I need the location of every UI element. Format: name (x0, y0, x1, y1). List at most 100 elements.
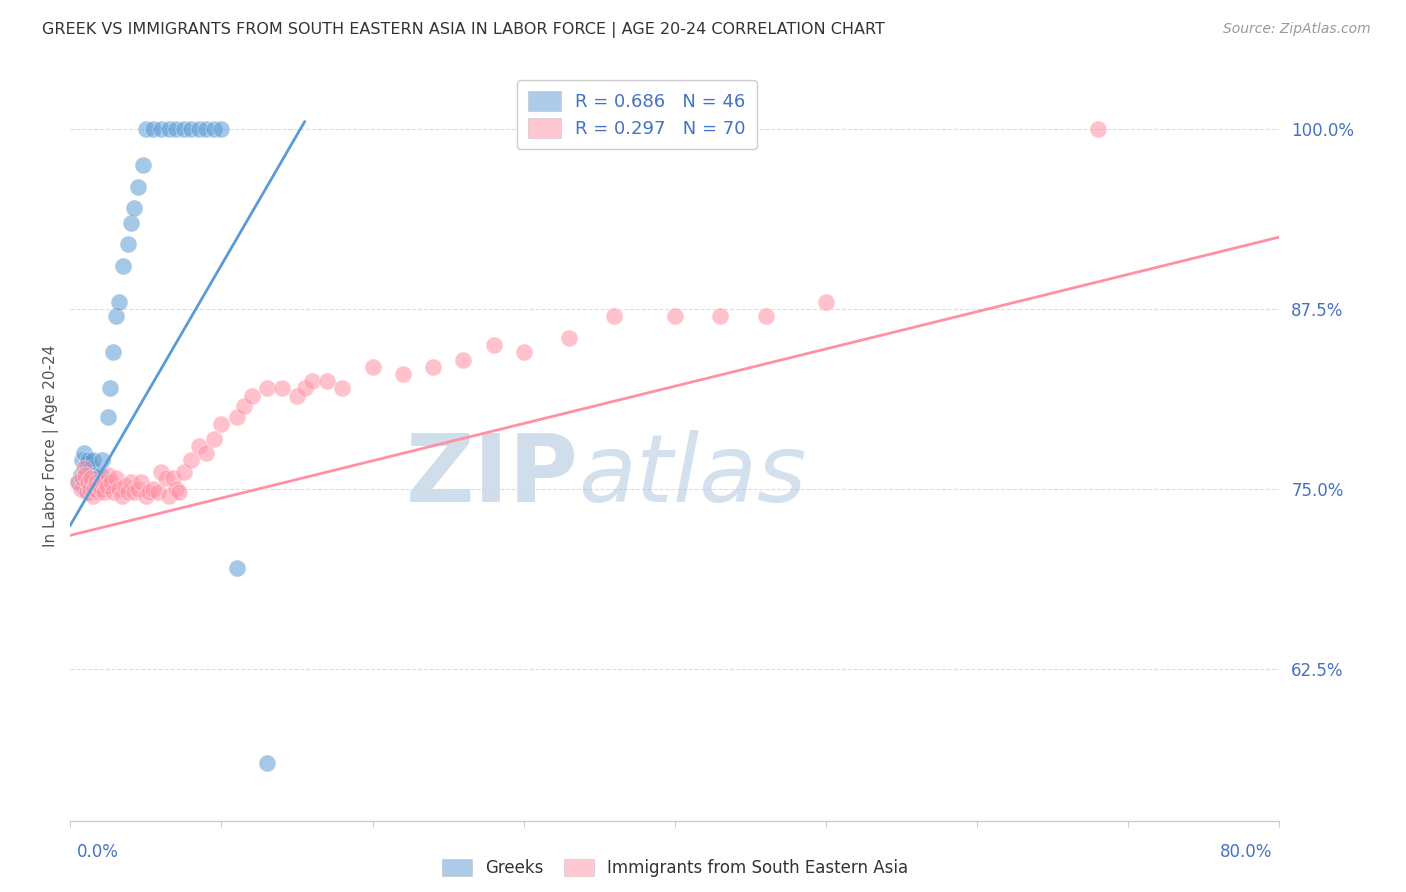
Point (66, 475, 89, 489)
Point (104, 310, 127, 324)
Point (70, 467, 93, 482)
Point (187, 439, 209, 453)
Point (709, 310, 731, 324)
Point (112, 259, 135, 273)
Point (75, 471, 97, 485)
Point (91, 475, 114, 489)
Point (127, 179, 149, 194)
Point (135, 122, 157, 136)
Point (301, 374, 323, 388)
Point (453, 352, 475, 367)
Point (122, 485, 145, 500)
Point (96, 479, 118, 493)
Point (513, 345, 536, 359)
Point (135, 490, 157, 504)
Point (94, 475, 117, 489)
Point (664, 310, 686, 324)
Point (107, 482, 129, 496)
Point (111, 490, 134, 504)
Point (391, 367, 415, 381)
Point (240, 388, 263, 402)
Point (173, 465, 195, 479)
Point (91, 453, 114, 467)
Point (256, 381, 278, 395)
Point (157, 122, 180, 136)
Point (86, 471, 108, 485)
Point (72, 453, 94, 467)
Point (76, 465, 98, 479)
Point (120, 216, 142, 230)
Point (80, 475, 103, 489)
Point (66, 475, 89, 489)
Point (180, 122, 202, 136)
Point (70, 482, 93, 496)
Point (83, 467, 105, 482)
Point (195, 446, 218, 460)
Text: atlas: atlas (578, 431, 807, 522)
Point (77, 475, 100, 489)
Point (117, 237, 139, 252)
Point (180, 453, 202, 467)
Text: ZIP: ZIP (405, 430, 578, 522)
Point (100, 475, 122, 489)
Point (146, 485, 169, 500)
Point (173, 122, 195, 136)
Point (131, 475, 153, 489)
Point (76, 456, 98, 470)
Point (107, 294, 129, 309)
Point (211, 417, 233, 432)
Point (162, 471, 184, 485)
Point (77, 453, 100, 467)
Point (558, 331, 581, 345)
Point (815, 294, 838, 309)
Point (256, 756, 278, 770)
Point (225, 410, 247, 425)
Point (195, 122, 218, 136)
Point (150, 465, 172, 479)
Point (80, 471, 103, 485)
Point (80, 460, 103, 475)
Point (101, 345, 124, 359)
Legend: R = 0.686   N = 46, R = 0.297   N = 70: R = 0.686 N = 46, R = 0.297 N = 70 (517, 80, 756, 149)
Point (754, 310, 776, 324)
Point (233, 399, 256, 413)
Point (225, 561, 247, 575)
Point (87, 479, 110, 493)
Point (101, 485, 124, 500)
Point (165, 482, 187, 496)
Point (73, 446, 96, 460)
Point (79, 467, 101, 482)
Point (84, 475, 107, 489)
Point (97, 467, 120, 482)
Point (82, 453, 104, 467)
Point (285, 388, 308, 402)
Text: 0.0%: 0.0% (77, 843, 120, 861)
Point (73, 460, 96, 475)
Point (482, 338, 505, 352)
Point (155, 471, 177, 485)
Point (167, 485, 190, 500)
Point (79, 485, 101, 500)
Legend: Greeks, Immigrants from South Eastern Asia: Greeks, Immigrants from South Eastern As… (434, 852, 915, 884)
Point (75, 482, 97, 496)
Point (316, 374, 339, 388)
Point (294, 381, 316, 395)
Point (138, 485, 160, 500)
Point (142, 482, 165, 496)
Point (422, 359, 444, 374)
Point (1087, 122, 1109, 136)
Point (93, 485, 115, 500)
Text: 80.0%: 80.0% (1220, 843, 1272, 861)
Point (332, 381, 354, 395)
Point (270, 381, 294, 395)
Point (79, 482, 101, 496)
Point (77, 475, 100, 489)
Point (142, 122, 165, 136)
Point (82, 482, 104, 496)
Point (117, 485, 139, 500)
Point (127, 482, 149, 496)
Point (75, 467, 97, 482)
Point (132, 158, 155, 172)
Point (97, 410, 120, 425)
Point (120, 475, 142, 489)
